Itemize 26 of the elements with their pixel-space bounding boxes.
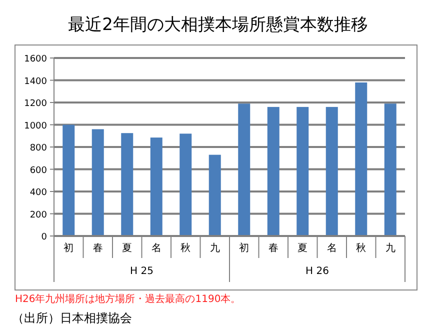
x-tick-label: 秋	[356, 242, 366, 254]
y-tick-label: 1000	[24, 121, 48, 132]
text: H 25	[130, 266, 154, 277]
x-tick-label: 九	[210, 242, 220, 254]
x-tick-label: 秋	[180, 242, 191, 254]
x-tick-label: 春	[268, 243, 278, 254]
chart-title: 最近2年間の大相撲本場所懸賞本数推移	[68, 15, 368, 35]
y-tick-label: 200	[30, 210, 48, 220]
text: （出所）日本相撲協会	[12, 311, 132, 325]
text: H 26	[306, 266, 329, 277]
x-tick-label: 初	[239, 242, 250, 254]
y-tick-label: 400	[30, 188, 48, 198]
x-tick-label: 名	[151, 242, 162, 254]
x-tick-label: 初	[64, 242, 74, 254]
x-tick-label: 春	[92, 243, 103, 254]
y-tick-label: 1400	[24, 76, 48, 87]
y-tick-label: 1200	[24, 99, 48, 109]
y-tick-label: 1600	[24, 54, 48, 64]
text: H26年九州場所は地方場所・過去最高の1190本。	[15, 293, 241, 305]
x-tick-label: 九	[385, 242, 396, 254]
x-tick-label: 夏	[122, 243, 132, 254]
y-tick-label: 0	[41, 232, 48, 242]
x-tick-label: 夏	[298, 243, 308, 254]
x-tick-label: 名	[326, 242, 337, 254]
y-tick-label: 600	[30, 166, 48, 176]
y-tick-label: 800	[30, 144, 48, 154]
